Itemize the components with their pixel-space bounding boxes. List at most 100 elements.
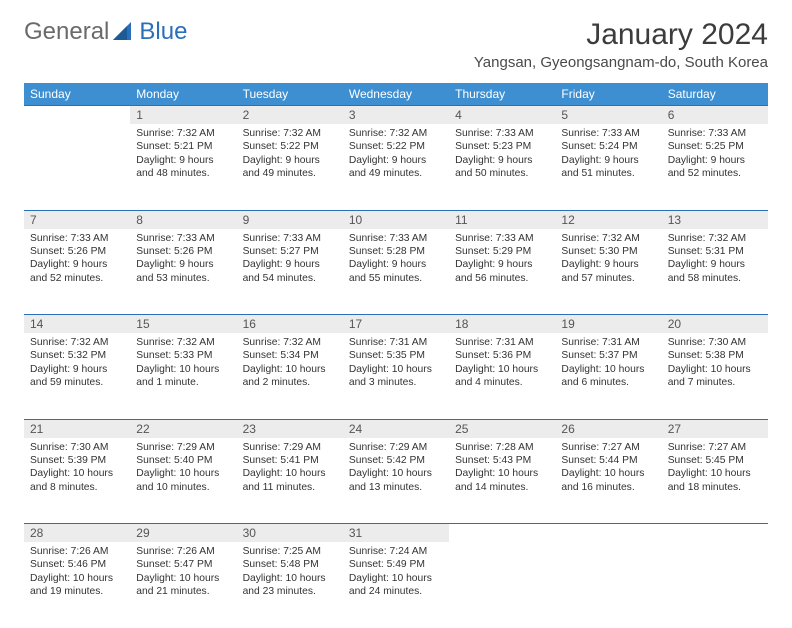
day-number-cell: 30 bbox=[237, 524, 343, 543]
sunset-line: Sunset: 5:24 PM bbox=[561, 140, 655, 153]
day-content-cell: Sunrise: 7:27 AMSunset: 5:45 PMDaylight:… bbox=[662, 438, 768, 524]
day-number-cell: 3 bbox=[343, 106, 449, 125]
day-content-cell: Sunrise: 7:31 AMSunset: 5:37 PMDaylight:… bbox=[555, 333, 661, 419]
sunset-line: Sunset: 5:35 PM bbox=[349, 349, 443, 362]
daylight-line: Daylight: 10 hours and 10 minutes. bbox=[136, 467, 230, 494]
day-content-cell bbox=[24, 124, 130, 210]
day-number-row: 28293031 bbox=[24, 524, 768, 543]
sunrise-line: Sunrise: 7:31 AM bbox=[455, 336, 549, 349]
day-content-cell: Sunrise: 7:32 AMSunset: 5:21 PMDaylight:… bbox=[130, 124, 236, 210]
daylight-line: Daylight: 9 hours and 52 minutes. bbox=[668, 154, 762, 181]
daylight-line: Daylight: 10 hours and 24 minutes. bbox=[349, 572, 443, 599]
day-content-cell: Sunrise: 7:25 AMSunset: 5:48 PMDaylight:… bbox=[237, 542, 343, 628]
sunset-line: Sunset: 5:44 PM bbox=[561, 454, 655, 467]
sunset-line: Sunset: 5:43 PM bbox=[455, 454, 549, 467]
day-number-cell: 20 bbox=[662, 315, 768, 334]
daylight-line: Daylight: 9 hours and 51 minutes. bbox=[561, 154, 655, 181]
sunset-line: Sunset: 5:41 PM bbox=[243, 454, 337, 467]
day-number-cell bbox=[24, 106, 130, 125]
sunset-line: Sunset: 5:40 PM bbox=[136, 454, 230, 467]
sunrise-line: Sunrise: 7:32 AM bbox=[30, 336, 124, 349]
day-number-cell bbox=[555, 524, 661, 543]
daylight-line: Daylight: 10 hours and 6 minutes. bbox=[561, 363, 655, 390]
sunrise-line: Sunrise: 7:26 AM bbox=[30, 545, 124, 558]
daylight-line: Daylight: 10 hours and 1 minute. bbox=[136, 363, 230, 390]
calendar-table: SundayMondayTuesdayWednesdayThursdayFrid… bbox=[24, 83, 768, 628]
day-number-cell: 17 bbox=[343, 315, 449, 334]
day-content-cell: Sunrise: 7:33 AMSunset: 5:27 PMDaylight:… bbox=[237, 229, 343, 315]
daylight-line: Daylight: 9 hours and 52 minutes. bbox=[30, 258, 124, 285]
daylight-line: Daylight: 9 hours and 49 minutes. bbox=[243, 154, 337, 181]
sunset-line: Sunset: 5:39 PM bbox=[30, 454, 124, 467]
day-number-row: 123456 bbox=[24, 106, 768, 125]
day-header: Tuesday bbox=[237, 83, 343, 106]
day-number-cell: 25 bbox=[449, 419, 555, 438]
day-content-cell bbox=[449, 542, 555, 628]
day-number-cell: 22 bbox=[130, 419, 236, 438]
day-number-cell: 13 bbox=[662, 210, 768, 229]
sunset-line: Sunset: 5:28 PM bbox=[349, 245, 443, 258]
day-content-cell: Sunrise: 7:33 AMSunset: 5:28 PMDaylight:… bbox=[343, 229, 449, 315]
day-number-cell: 21 bbox=[24, 419, 130, 438]
sunrise-line: Sunrise: 7:33 AM bbox=[668, 127, 762, 140]
day-number-cell: 24 bbox=[343, 419, 449, 438]
day-content-cell: Sunrise: 7:27 AMSunset: 5:44 PMDaylight:… bbox=[555, 438, 661, 524]
daylight-line: Daylight: 9 hours and 54 minutes. bbox=[243, 258, 337, 285]
sunrise-line: Sunrise: 7:33 AM bbox=[243, 232, 337, 245]
sunrise-line: Sunrise: 7:32 AM bbox=[243, 336, 337, 349]
sunrise-line: Sunrise: 7:29 AM bbox=[349, 441, 443, 454]
day-content-row: Sunrise: 7:32 AMSunset: 5:21 PMDaylight:… bbox=[24, 124, 768, 210]
day-header: Monday bbox=[130, 83, 236, 106]
sunrise-line: Sunrise: 7:24 AM bbox=[349, 545, 443, 558]
day-content-cell: Sunrise: 7:33 AMSunset: 5:24 PMDaylight:… bbox=[555, 124, 661, 210]
sunrise-line: Sunrise: 7:33 AM bbox=[455, 127, 549, 140]
sunrise-line: Sunrise: 7:32 AM bbox=[668, 232, 762, 245]
daylight-line: Daylight: 9 hours and 56 minutes. bbox=[455, 258, 549, 285]
day-header: Thursday bbox=[449, 83, 555, 106]
daylight-line: Daylight: 9 hours and 59 minutes. bbox=[30, 363, 124, 390]
sunrise-line: Sunrise: 7:27 AM bbox=[561, 441, 655, 454]
daylight-line: Daylight: 10 hours and 18 minutes. bbox=[668, 467, 762, 494]
daylight-line: Daylight: 10 hours and 19 minutes. bbox=[30, 572, 124, 599]
day-content-cell bbox=[662, 542, 768, 628]
day-number-cell: 2 bbox=[237, 106, 343, 125]
day-header: Friday bbox=[555, 83, 661, 106]
day-number-cell: 1 bbox=[130, 106, 236, 125]
sunrise-line: Sunrise: 7:26 AM bbox=[136, 545, 230, 558]
day-number-cell: 9 bbox=[237, 210, 343, 229]
day-number-cell: 12 bbox=[555, 210, 661, 229]
sunrise-line: Sunrise: 7:33 AM bbox=[455, 232, 549, 245]
day-content-cell: Sunrise: 7:26 AMSunset: 5:46 PMDaylight:… bbox=[24, 542, 130, 628]
sunrise-line: Sunrise: 7:33 AM bbox=[349, 232, 443, 245]
daylight-line: Daylight: 9 hours and 53 minutes. bbox=[136, 258, 230, 285]
daylight-line: Daylight: 10 hours and 14 minutes. bbox=[455, 467, 549, 494]
day-number-cell: 11 bbox=[449, 210, 555, 229]
day-number-cell: 14 bbox=[24, 315, 130, 334]
daylight-line: Daylight: 10 hours and 21 minutes. bbox=[136, 572, 230, 599]
daylight-line: Daylight: 10 hours and 7 minutes. bbox=[668, 363, 762, 390]
sunset-line: Sunset: 5:25 PM bbox=[668, 140, 762, 153]
sunrise-line: Sunrise: 7:32 AM bbox=[561, 232, 655, 245]
day-content-cell: Sunrise: 7:29 AMSunset: 5:42 PMDaylight:… bbox=[343, 438, 449, 524]
day-number-cell: 8 bbox=[130, 210, 236, 229]
logo-sail-icon bbox=[113, 22, 135, 42]
sunrise-line: Sunrise: 7:32 AM bbox=[136, 127, 230, 140]
day-content-cell: Sunrise: 7:26 AMSunset: 5:47 PMDaylight:… bbox=[130, 542, 236, 628]
day-content-cell: Sunrise: 7:32 AMSunset: 5:22 PMDaylight:… bbox=[343, 124, 449, 210]
sunset-line: Sunset: 5:45 PM bbox=[668, 454, 762, 467]
daylight-line: Daylight: 9 hours and 55 minutes. bbox=[349, 258, 443, 285]
daylight-line: Daylight: 10 hours and 11 minutes. bbox=[243, 467, 337, 494]
day-content-cell: Sunrise: 7:32 AMSunset: 5:34 PMDaylight:… bbox=[237, 333, 343, 419]
sunset-line: Sunset: 5:29 PM bbox=[455, 245, 549, 258]
day-content-cell: Sunrise: 7:28 AMSunset: 5:43 PMDaylight:… bbox=[449, 438, 555, 524]
day-number-cell: 4 bbox=[449, 106, 555, 125]
day-header: Sunday bbox=[24, 83, 130, 106]
daylight-line: Daylight: 9 hours and 48 minutes. bbox=[136, 154, 230, 181]
day-content-cell: Sunrise: 7:32 AMSunset: 5:30 PMDaylight:… bbox=[555, 229, 661, 315]
sunset-line: Sunset: 5:32 PM bbox=[30, 349, 124, 362]
sunset-line: Sunset: 5:31 PM bbox=[668, 245, 762, 258]
day-number-cell: 31 bbox=[343, 524, 449, 543]
daylight-line: Daylight: 10 hours and 2 minutes. bbox=[243, 363, 337, 390]
day-content-cell: Sunrise: 7:29 AMSunset: 5:40 PMDaylight:… bbox=[130, 438, 236, 524]
daylight-line: Daylight: 9 hours and 49 minutes. bbox=[349, 154, 443, 181]
